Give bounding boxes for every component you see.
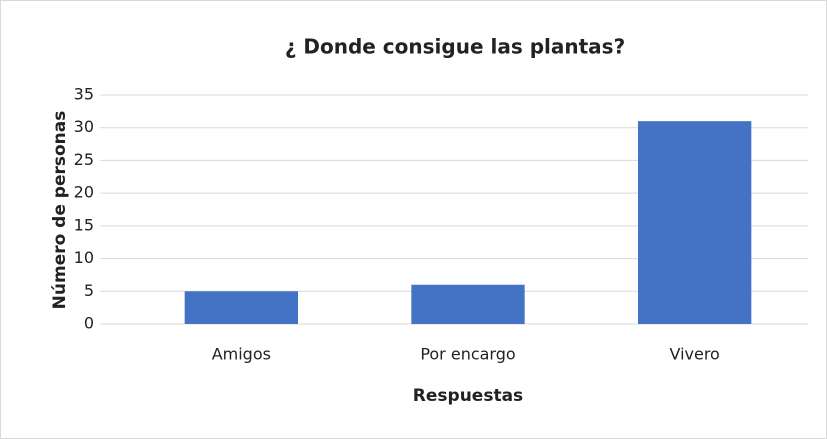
x-axis-title: Respuestas [413, 386, 523, 406]
y-tick-label: 0 [84, 314, 94, 333]
y-tick-label: 35 [74, 85, 94, 104]
x-tick-label: Amigos [212, 345, 271, 364]
chart-title: ¿ Donde consigue las plantas? [285, 35, 625, 59]
y-tick-label: 5 [84, 281, 94, 300]
x-tick-label: Vivero [669, 345, 719, 364]
y-tick-label: 30 [74, 117, 94, 136]
bar [184, 291, 298, 324]
bar [411, 284, 525, 324]
x-tick-label: Por encargo [420, 345, 515, 364]
bar [638, 121, 752, 325]
y-tick-label: 10 [74, 248, 94, 267]
y-tick-label: 20 [74, 183, 94, 202]
y-tick-label: 15 [74, 215, 94, 234]
y-tick-label: 25 [74, 150, 94, 169]
y-axis-title: Número de personas [50, 111, 70, 310]
